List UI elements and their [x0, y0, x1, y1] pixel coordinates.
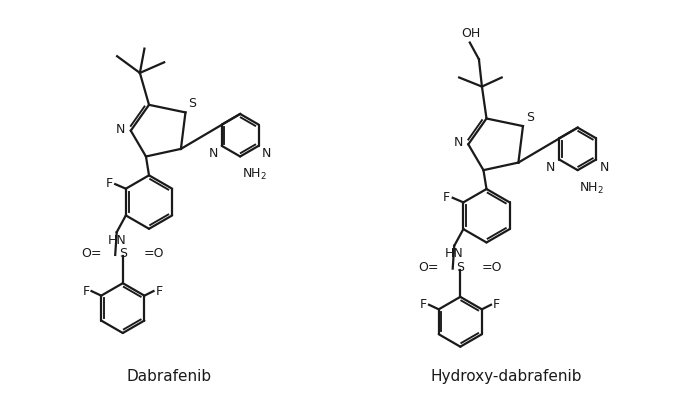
Text: N: N	[546, 161, 556, 174]
Text: N: N	[599, 161, 609, 174]
Text: OH: OH	[462, 27, 481, 40]
Text: N: N	[262, 147, 271, 160]
Text: HN: HN	[445, 247, 464, 260]
Text: HN: HN	[107, 234, 126, 246]
Text: Hydroxy-dabrafenib: Hydroxy-dabrafenib	[431, 369, 582, 384]
Text: F: F	[155, 284, 163, 297]
Text: O=: O=	[418, 261, 439, 274]
Text: S: S	[526, 111, 534, 124]
Text: S: S	[119, 247, 127, 260]
Text: N: N	[116, 122, 126, 135]
Text: N: N	[454, 136, 463, 149]
Text: =O: =O	[144, 247, 165, 260]
Text: S: S	[456, 261, 464, 274]
Text: NH$_2$: NH$_2$	[242, 167, 267, 182]
Text: O=: O=	[81, 247, 101, 260]
Text: F: F	[82, 284, 90, 297]
Text: NH$_2$: NH$_2$	[579, 181, 604, 196]
Text: Dabrafenib: Dabrafenib	[126, 369, 211, 384]
Text: N: N	[209, 147, 218, 160]
Text: F: F	[493, 298, 500, 311]
Text: F: F	[420, 298, 427, 311]
Text: S: S	[188, 97, 196, 110]
Text: F: F	[443, 191, 450, 204]
Text: F: F	[106, 177, 113, 190]
Text: =O: =O	[481, 261, 502, 274]
